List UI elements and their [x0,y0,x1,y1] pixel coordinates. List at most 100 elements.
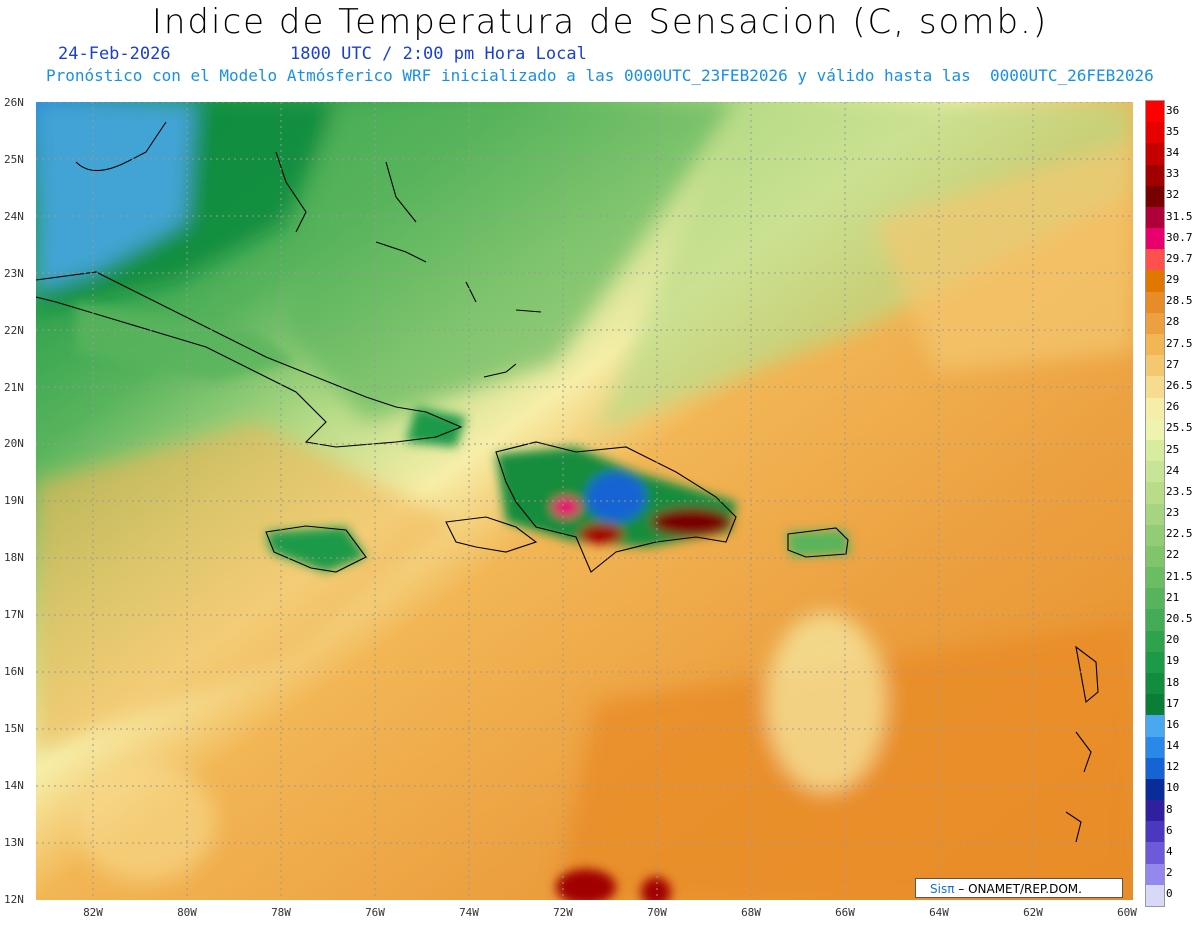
lon-label: 82W [83,906,103,919]
color-swatch [1146,270,1164,293]
color-swatch [1146,122,1164,144]
color-label: 34 [1166,145,1180,159]
color-swatch [1146,588,1164,610]
color-swatch [1146,800,1164,822]
color-swatch [1146,842,1164,865]
credit-brand: Sisπ [930,882,955,896]
lat-label: 26N [4,96,24,109]
color-label: 16 [1166,717,1180,731]
lat-label: 15N [4,721,24,735]
color-swatch [1146,884,1164,907]
color-swatch [1146,312,1164,335]
color-label: 10 [1166,781,1180,795]
color-label: 12 [1166,760,1180,774]
lon-label: 68W [741,906,761,919]
color-swatch [1146,461,1164,483]
color-swatch [1146,439,1164,462]
color-label: 33 [1166,167,1180,181]
color-swatch [1146,228,1164,250]
lat-label: 16N [4,665,24,678]
color-label: 28 [1166,315,1180,329]
color-label: 36 [1166,103,1180,117]
color-swatch [1146,355,1164,377]
color-label: 28.5 [1166,294,1193,308]
color-label: 32 [1166,188,1180,202]
color-swatch [1146,249,1164,271]
lon-label: 72W [553,906,573,919]
lat-label: 20N [4,437,24,451]
color-swatch [1146,567,1164,589]
lat-label: 23N [4,266,24,280]
color-swatch [1146,164,1164,187]
color-swatch [1146,757,1164,780]
color-swatch [1146,778,1164,801]
lat-label: 24N [4,209,24,223]
color-swatch [1146,503,1164,526]
color-label: 4 [1166,845,1173,859]
color-swatch [1146,694,1164,716]
forecast-time: 1800 UTC / 2:00 pm Hora Local [290,44,587,64]
lat-label: 22N [4,323,24,337]
color-label: 27.5 [1166,336,1193,350]
lon-label: 66W [835,906,855,919]
lat-label: 25N [4,152,24,166]
color-label: 19 [1166,654,1180,668]
forecast-map[interactable] [36,102,1133,900]
color-label: 30.7 [1166,230,1193,244]
color-swatch [1146,736,1164,759]
color-label: 18 [1166,675,1180,689]
color-label: 17 [1166,696,1180,710]
lat-label: 18N [4,551,24,565]
heat-index-field [36,102,1133,900]
color-swatch [1146,143,1164,166]
color-label: 21.5 [1166,569,1193,583]
credit-org: – ONAMET/REP.DOM. [954,882,1082,896]
forecast-date: 24-Feb-2026 [58,44,171,64]
color-swatch [1146,291,1164,314]
color-swatch [1146,545,1164,568]
color-label: 20.5 [1166,612,1193,625]
color-label: 0 [1166,887,1173,901]
color-label: 29 [1166,273,1180,287]
color-label: 22 [1166,548,1180,562]
color-label: 22.5 [1166,527,1193,541]
color-swatch [1146,418,1164,441]
color-swatch [1146,863,1164,886]
graticule [36,102,1133,900]
color-label: 27 [1166,357,1180,371]
color-swatch [1146,185,1164,208]
color-swatch [1146,821,1164,843]
color-swatch [1146,397,1164,420]
lat-label: 14N [4,778,24,792]
color-swatch [1146,206,1164,229]
color-label: 6 [1166,823,1173,837]
color-label: 25 [1166,442,1180,456]
map-title: Indice de Temperatura de Sensacion (C, s… [151,2,1049,42]
color-label: 25.5 [1166,421,1193,435]
color-swatch [1146,524,1164,547]
color-swatch [1146,609,1164,632]
color-swatch [1146,376,1164,399]
lon-label: 70W [647,906,667,919]
lon-label: 60W [1117,906,1137,919]
color-swatch [1146,101,1164,123]
color-label: 35 [1166,124,1180,138]
color-label: 23 [1166,506,1180,520]
color-label: 26 [1166,400,1180,414]
lon-label: 62W [1023,906,1043,919]
lat-label: 19N [4,494,24,508]
color-swatch [1146,672,1164,695]
color-label: 21 [1166,590,1180,604]
lat-label: 17N [4,608,24,622]
lon-label: 80W [177,906,197,919]
color-label: 29.7 [1166,251,1193,265]
model-info: Pronóstico con el Modelo Atmósferico WRF… [46,66,1154,85]
color-swatch [1146,651,1164,674]
lon-label: 64W [929,906,949,919]
lat-label: 13N [4,835,24,849]
color-swatch [1146,715,1164,737]
color-label: 24 [1166,463,1180,477]
color-label: 31.5 [1166,209,1193,223]
color-swatch [1146,482,1164,504]
lat-label: 21N [4,380,24,394]
